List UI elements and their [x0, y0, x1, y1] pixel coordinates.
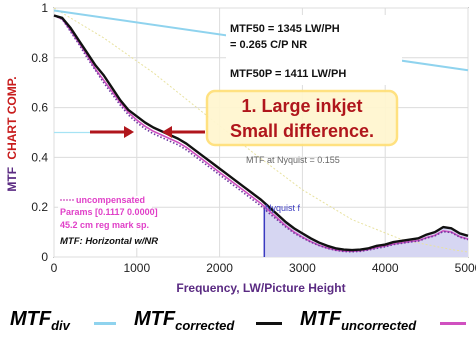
legend-swatch-mtf-div — [94, 322, 116, 325]
x-tick-label: 3000 — [289, 261, 316, 275]
x-tick-label: 2000 — [206, 261, 233, 275]
y-axis-title: MTF CHART COMP. — [5, 76, 19, 191]
series-dotted-purple-line — [53, 14, 469, 253]
legend-sub-mtf-div: div — [51, 318, 70, 333]
mtf50p-text: MTF50P = 1411 LW/PH — [230, 68, 346, 80]
legend-swatch-mtf-uncorrected — [440, 322, 466, 325]
y-tick-label: 0 — [41, 250, 48, 264]
mtf-at-nyquist-text: MTF at Nyquist = 0.155 — [246, 155, 340, 165]
x-tick-label: 1000 — [123, 261, 150, 275]
x-tick-label: 0 — [51, 261, 58, 275]
x-axis-title: Frequency, LW/Picture Height — [176, 281, 345, 295]
legend-sub-mtf-corrected: corrected — [175, 318, 235, 333]
y-tick-label: 0.6 — [31, 101, 48, 115]
reg-mark-text: 45.2 cm reg mark sp. — [60, 220, 149, 230]
mtf50-line2: = 0.265 C/P NR — [230, 39, 307, 51]
legend-label-mtf-corrected: MTF — [134, 308, 176, 330]
legend-label-mtf-div: MTF — [10, 308, 52, 330]
callout-box: 1. Large inkjet Small difference. — [205, 89, 399, 147]
params-box: uncompensated Params [0.1117 0.0000] 45.… — [58, 195, 158, 248]
y-tick-label: 1 — [41, 1, 48, 15]
series-faint-reference-line — [53, 7, 469, 253]
legend-swatch-mtf-corrected — [256, 322, 282, 325]
legend-item-mtf-corrected: MTFcorrected — [134, 308, 234, 333]
nyquist-label: Nyquist f — [265, 203, 301, 213]
callout-line1: 1. Large inkjet — [241, 96, 362, 116]
legend: MTFdiv MTFcorrected MTFuncorrected — [0, 302, 476, 339]
y-axis-title-main: CHART COMP. — [5, 76, 19, 159]
uncompensated-label: uncompensated — [76, 195, 145, 205]
horizontal-text: MTF: Horizontal w/NR — [60, 236, 158, 247]
callout-line2: Small difference. — [230, 121, 374, 141]
x-tick-label: 4000 — [372, 261, 399, 275]
series-uncorrected-line — [53, 14, 469, 253]
y-tick-label: 0.4 — [31, 150, 48, 164]
legend-item-mtf-uncorrected: MTFuncorrected — [300, 308, 416, 333]
y-tick-label: 0.8 — [31, 51, 48, 65]
params-text: Params [0.1117 0.0000] — [60, 207, 158, 217]
legend-sub-mtf-uncorrected: uncorrected — [341, 318, 417, 333]
mtf50-box: MTF50 = 1345 LW/PH = 0.265 C/P NR MTF50P… — [226, 15, 402, 85]
y-tick-label: 0.2 — [31, 200, 48, 214]
callout-arrows — [90, 126, 205, 138]
series-corrected-line — [53, 14, 469, 252]
legend-item-mtf-div: MTFdiv — [10, 308, 70, 333]
y-axis-title-prefix: MTF — [5, 167, 19, 192]
mtf50-line1: MTF50 = 1345 LW/PH — [230, 23, 340, 35]
legend-label-mtf-uncorrected: MTF — [300, 308, 342, 330]
